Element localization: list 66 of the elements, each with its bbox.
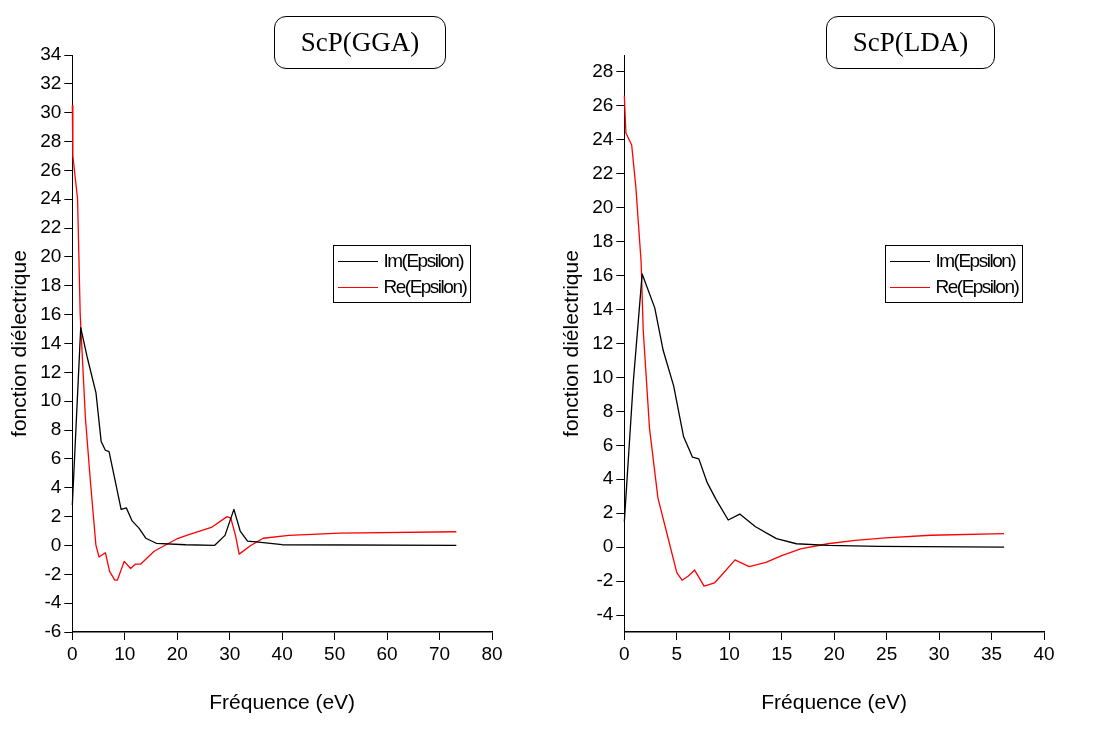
x-tick-label: 5 (671, 642, 683, 664)
y-tick-label: 14 (40, 331, 62, 353)
y-tick-label: 24 (592, 128, 614, 150)
y-tick-label: 26 (592, 94, 614, 116)
y-tick-label: 28 (592, 60, 614, 82)
y-tick-label: 2 (602, 501, 614, 523)
y-tick-label: 20 (592, 195, 614, 217)
x-tick-label: 70 (428, 642, 451, 664)
y-tick-label: 4 (50, 475, 62, 497)
legend-label: Re(Epsilon) (383, 276, 467, 299)
y-tick-label: 28 (40, 129, 62, 151)
x-tick-label: 35 (980, 642, 1003, 664)
x-axis-title: Fréquence (eV) (209, 690, 356, 714)
x-tick-label: 10 (718, 642, 740, 664)
x-tick-label: 60 (376, 642, 398, 664)
y-axis-title: fonction diélectrique (559, 250, 583, 437)
y-tick-label: 0 (50, 533, 62, 555)
y-tick-label: -2 (596, 569, 614, 591)
y-tick-label: 18 (592, 229, 614, 251)
x-tick-label: 10 (114, 642, 136, 664)
x-tick-label: 40 (271, 642, 293, 664)
y-tick-label: 16 (592, 263, 614, 285)
y-tick-label: -2 (44, 562, 62, 584)
y-tick-label: 10 (592, 365, 614, 387)
x-tick-label: 25 (876, 642, 898, 664)
chart-title: ScP(GGA) (273, 16, 447, 69)
y-tick-label: 32 (40, 72, 62, 94)
y-tick-label: 34 (40, 43, 62, 65)
y-tick-label: 14 (592, 297, 614, 319)
y-tick-label: 22 (40, 216, 62, 238)
y-tick-label: 6 (50, 447, 62, 469)
x-tick-label: 40 (1033, 642, 1055, 664)
x-tick-label: 20 (823, 642, 845, 664)
y-tick-label: 12 (592, 331, 614, 353)
x-axis-title: Fréquence (eV) (761, 690, 908, 714)
y-tick-label: 20 (40, 245, 62, 267)
y-tick-label: 0 (602, 535, 614, 557)
y-tick-label: 18 (40, 274, 62, 296)
y-tick-label: -6 (44, 620, 62, 642)
y-tick-label: -4 (596, 603, 614, 625)
y-tick-label: 4 (602, 467, 614, 489)
y-tick-label: 8 (50, 418, 62, 440)
y-tick-label: 6 (602, 433, 614, 455)
y-tick-label: 16 (40, 302, 62, 324)
y-tick-label: 22 (592, 162, 614, 184)
y-tick-label: 24 (40, 187, 62, 209)
x-tick-label: 0 (619, 642, 630, 664)
x-tick-label: 30 (219, 642, 241, 664)
y-axis-title: fonction diélectrique (7, 250, 31, 437)
y-tick-label: 10 (40, 389, 62, 411)
x-tick-label: 80 (481, 642, 503, 664)
y-tick-label: 26 (40, 158, 62, 180)
legend-label: Re(Epsilon) (935, 276, 1019, 299)
x-tick-label: 0 (67, 642, 78, 664)
x-tick-label: 50 (324, 642, 346, 664)
x-tick-label: 30 (928, 642, 950, 664)
legend-label: Im(Epsilon) (383, 250, 464, 273)
chart-title: ScP(LDA) (825, 16, 996, 69)
y-tick-label: 8 (602, 399, 614, 421)
y-tick-label: 12 (40, 360, 62, 382)
legend-label: Im(Epsilon) (935, 250, 1016, 273)
x-tick-label: 20 (166, 642, 188, 664)
x-tick-label: 15 (771, 642, 793, 664)
y-tick-label: 30 (40, 100, 62, 122)
y-tick-label: -4 (44, 591, 62, 613)
y-tick-label: 2 (50, 504, 62, 526)
